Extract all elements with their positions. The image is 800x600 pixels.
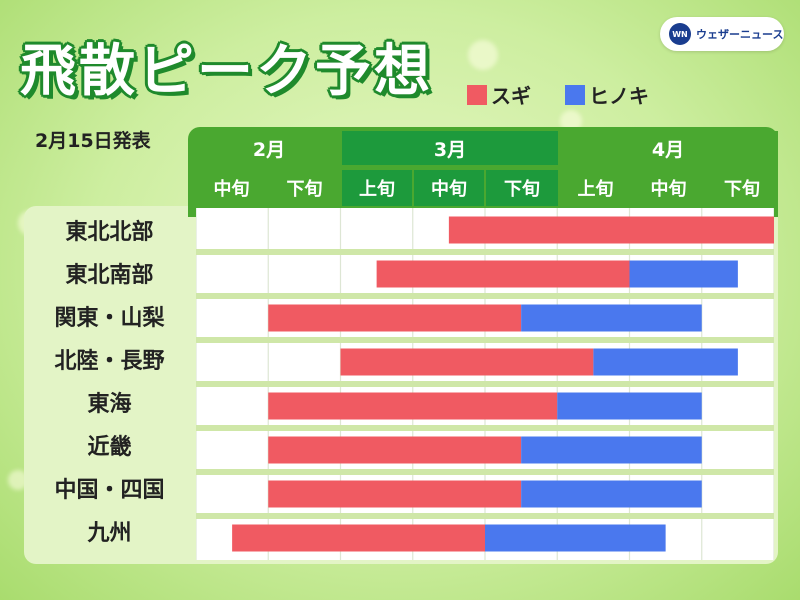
region-label-kanto: 関東・山梨 [54, 306, 165, 331]
bar-sugi [448, 216, 774, 244]
month-header-feb: 2月 [196, 131, 342, 165]
bar-sugi [268, 436, 522, 464]
chart-plot-area [196, 208, 774, 560]
period-header: 下旬 [486, 170, 558, 206]
legend-label-hinoki: ヒノキ [589, 84, 649, 108]
bar-sugi [268, 392, 558, 420]
region-label-chugoku-shikoku: 中国・四国 [54, 478, 165, 503]
region-label-kyushu: 九州 [87, 521, 132, 546]
region-label-tokai: 東海 [87, 392, 132, 417]
bar-hinoki [521, 304, 702, 332]
month-header-apr: 4月 [558, 131, 778, 165]
pollen-peak-chart [196, 208, 774, 560]
legend-item-sugi: スギ [467, 80, 531, 109]
period-header: 上旬 [560, 170, 631, 206]
brand-logo: WN ウェザーニュース [660, 17, 784, 51]
bar-hinoki [521, 480, 702, 508]
period-header: 中旬 [633, 170, 704, 206]
legend-swatch-sugi [467, 84, 487, 105]
bar-hinoki [593, 348, 738, 376]
bar-sugi [376, 260, 630, 288]
bar-hinoki [557, 392, 702, 420]
region-label-hokuriku: 北陸・長野 [54, 349, 165, 374]
period-header: 上旬 [342, 170, 412, 206]
legend-swatch-hinoki [565, 84, 585, 105]
bar-sugi [340, 348, 594, 376]
period-header: 下旬 [706, 170, 778, 206]
period-header: 中旬 [196, 170, 267, 206]
announce-date: 2月15日発表 [35, 130, 151, 152]
page-title: 飛散ピーク予想 [20, 39, 433, 104]
bar-hinoki [629, 260, 738, 288]
region-label-tohoku-south: 東北南部 [65, 263, 154, 288]
region-label-kinki: 近畿 [87, 435, 132, 460]
period-header: 下旬 [269, 170, 340, 206]
brand-mark-icon: WN [669, 23, 691, 45]
region-label-tohoku-north: 東北北部 [65, 220, 154, 245]
legend-label-sugi: スギ [491, 84, 531, 108]
period-header: 中旬 [414, 170, 484, 206]
bar-sugi [232, 524, 485, 552]
bar-sugi [268, 480, 522, 508]
bar-hinoki [521, 436, 702, 464]
month-header-mar: 3月 [342, 131, 558, 165]
bar-sugi [268, 304, 522, 332]
bar-hinoki [485, 524, 666, 552]
legend-item-hinoki: ヒノキ [565, 80, 649, 109]
brand-name: ウェザーニュース [696, 28, 784, 41]
